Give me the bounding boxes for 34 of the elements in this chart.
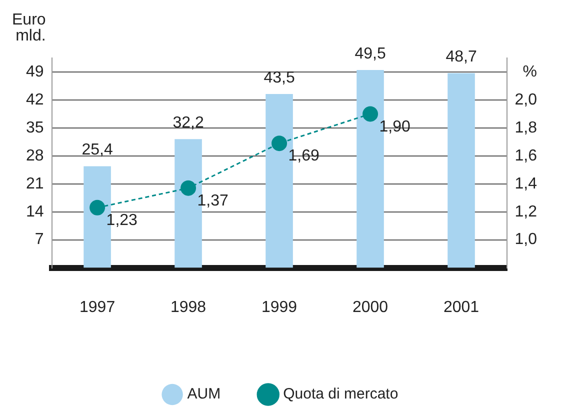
data-label: 1,37 [197, 192, 229, 210]
data-label: 1,23 [106, 212, 138, 230]
point [362, 106, 378, 122]
data-label: 48,7 [446, 48, 477, 66]
y-tick-label: 21 [26, 175, 44, 192]
y-tick-label: 7 [34, 231, 44, 248]
x-tick-label: 2001 [443, 298, 480, 316]
data-label: 32,2 [172, 114, 204, 132]
point [180, 180, 196, 196]
y-tick-label: 42 [26, 91, 44, 108]
y-tick-label: 35 [26, 119, 44, 136]
y-tick-label: 14 [26, 203, 44, 220]
data-label: 43,5 [264, 69, 295, 86]
x-tick-label: 1999 [261, 298, 298, 316]
bar [448, 73, 475, 268]
y2-tick-label: 1,8 [514, 119, 538, 136]
y2-tick-label: 1,4 [514, 175, 538, 192]
point [90, 200, 106, 216]
x-tick-label: 1998 [170, 298, 206, 316]
y2-tick-label: 2,0 [514, 91, 538, 108]
y-tick-label: 49 [26, 63, 44, 80]
y-axis-title: Euro mld. [12, 11, 46, 44]
data-label: 49,5 [354, 45, 386, 62]
y-tick-label: 28 [26, 147, 44, 164]
y2-tick-label: 1,6 [514, 147, 538, 164]
y2-tick-label: 1,2 [514, 203, 538, 220]
data-label: 25,4 [82, 142, 113, 159]
point [272, 136, 288, 152]
y2-axis-title: % [522, 63, 537, 80]
x-tick-label: 1997 [79, 298, 116, 316]
y2-tick-label: 1,0 [514, 231, 538, 248]
legend-label: AUM [187, 386, 221, 403]
x-tick-label: 2000 [352, 298, 388, 316]
legend-label: Quota di mercato [283, 386, 398, 403]
